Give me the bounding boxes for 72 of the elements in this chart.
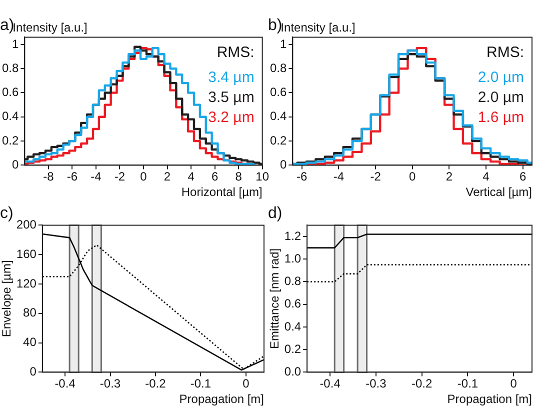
x-tick-label: -0.2 <box>145 376 166 391</box>
x-tick-label: 0 <box>408 170 416 184</box>
y-tick-label: 0.6 <box>270 85 287 100</box>
x-tick-label: -4 <box>333 170 344 184</box>
x-tick-label: 6 <box>211 170 218 184</box>
x-tick-label: -2 <box>370 170 382 184</box>
y-axis-title: Emittance [nm rad] <box>268 248 282 350</box>
x-tick-label: 4 <box>482 170 490 184</box>
y-tick-label: 0 <box>12 158 19 172</box>
y-tick-label: 1 <box>12 36 19 51</box>
y-tick-label: 200 <box>16 218 37 232</box>
y-tick-label: 1 <box>280 36 287 51</box>
y-tick-label: 0 <box>280 158 287 172</box>
x-tick-label: -6 <box>296 170 308 184</box>
x-tick-label: -0.1 <box>190 376 212 391</box>
x-tick-label: 6 <box>519 170 526 184</box>
x-tick-label: -0.4 <box>320 376 341 391</box>
x-tick-label: 2 <box>164 170 171 184</box>
chart-title: d) <box>268 205 282 222</box>
y-tick-label: 40 <box>23 335 37 350</box>
x-tick-label: -6 <box>66 170 78 184</box>
legend-title: RMS: <box>216 44 254 61</box>
x-axis-title: Propagation [m] <box>447 392 532 406</box>
legend-title: RMS: <box>486 44 524 61</box>
x-tick-label: -0.4 <box>54 376 76 391</box>
y-tick-label: 0 <box>30 364 37 379</box>
y-tick-label: 0.4 <box>284 319 302 334</box>
series-label: 1.6 µm <box>478 108 524 126</box>
series-label: 2.0 µm <box>478 68 524 86</box>
y-axis-title: Envelope [µm] <box>0 260 14 338</box>
y-tick-label: 0.8 <box>270 60 287 75</box>
y-tick-label: 0.2 <box>284 342 302 356</box>
x-tick-label: 10 <box>256 170 270 184</box>
x-tick-label: -0.3 <box>100 376 121 391</box>
x-tick-label: -0.2 <box>411 376 432 391</box>
x-tick-label: 2 <box>446 170 453 184</box>
y-tick-label: 0.6 <box>284 296 302 311</box>
x-tick-label: -2 <box>114 170 126 184</box>
y-tick-label: 120 <box>16 276 37 290</box>
y-tick-label: 0.8 <box>2 60 19 75</box>
y-tick-label: 1.2 <box>284 228 302 243</box>
y-tick-label: 80 <box>23 306 37 320</box>
x-tick-label: 0 <box>510 376 518 391</box>
x-axis-title: Propagation [m] <box>179 392 264 406</box>
x-axis-title: Vertical [µm] <box>466 185 532 200</box>
y-tick-label: 0.8 <box>284 274 302 288</box>
y-tick-label: 160 <box>16 246 37 261</box>
y-tick-label: 0.2 <box>270 133 287 148</box>
y-tick-label: 0.2 <box>2 133 19 148</box>
x-tick-label: -0.1 <box>457 376 478 391</box>
y-axis-title: Intensity [a.u.] <box>280 20 356 35</box>
chart-title: c) <box>0 205 14 222</box>
x-tick-label: 4 <box>188 170 195 184</box>
x-tick-label: -4 <box>90 170 102 184</box>
series-label: 2.0 µm <box>478 88 524 106</box>
y-axis-title: Intensity [a.u.] <box>12 20 88 35</box>
y-tick-label: 0.0 <box>284 364 302 379</box>
chart-title: a) <box>0 17 14 34</box>
series-label: 3.2 µm <box>208 108 254 126</box>
chart-title: b) <box>268 17 282 34</box>
x-tick-label: 0 <box>140 170 148 184</box>
x-tick-label: -0.3 <box>366 376 387 391</box>
x-tick-label: 8 <box>235 170 242 184</box>
series-label: 3.4 µm <box>208 68 254 86</box>
series-label: 3.5 µm <box>208 88 254 106</box>
x-tick-label: -8 <box>43 170 54 184</box>
y-tick-label: 0.4 <box>2 109 19 124</box>
x-tick-label: 0 <box>242 376 250 391</box>
y-tick-label: 1.0 <box>284 251 302 266</box>
y-tick-label: 0.6 <box>2 85 19 100</box>
x-axis-title: Horizontal [µm] <box>181 185 262 200</box>
y-tick-label: 0.4 <box>270 109 287 124</box>
